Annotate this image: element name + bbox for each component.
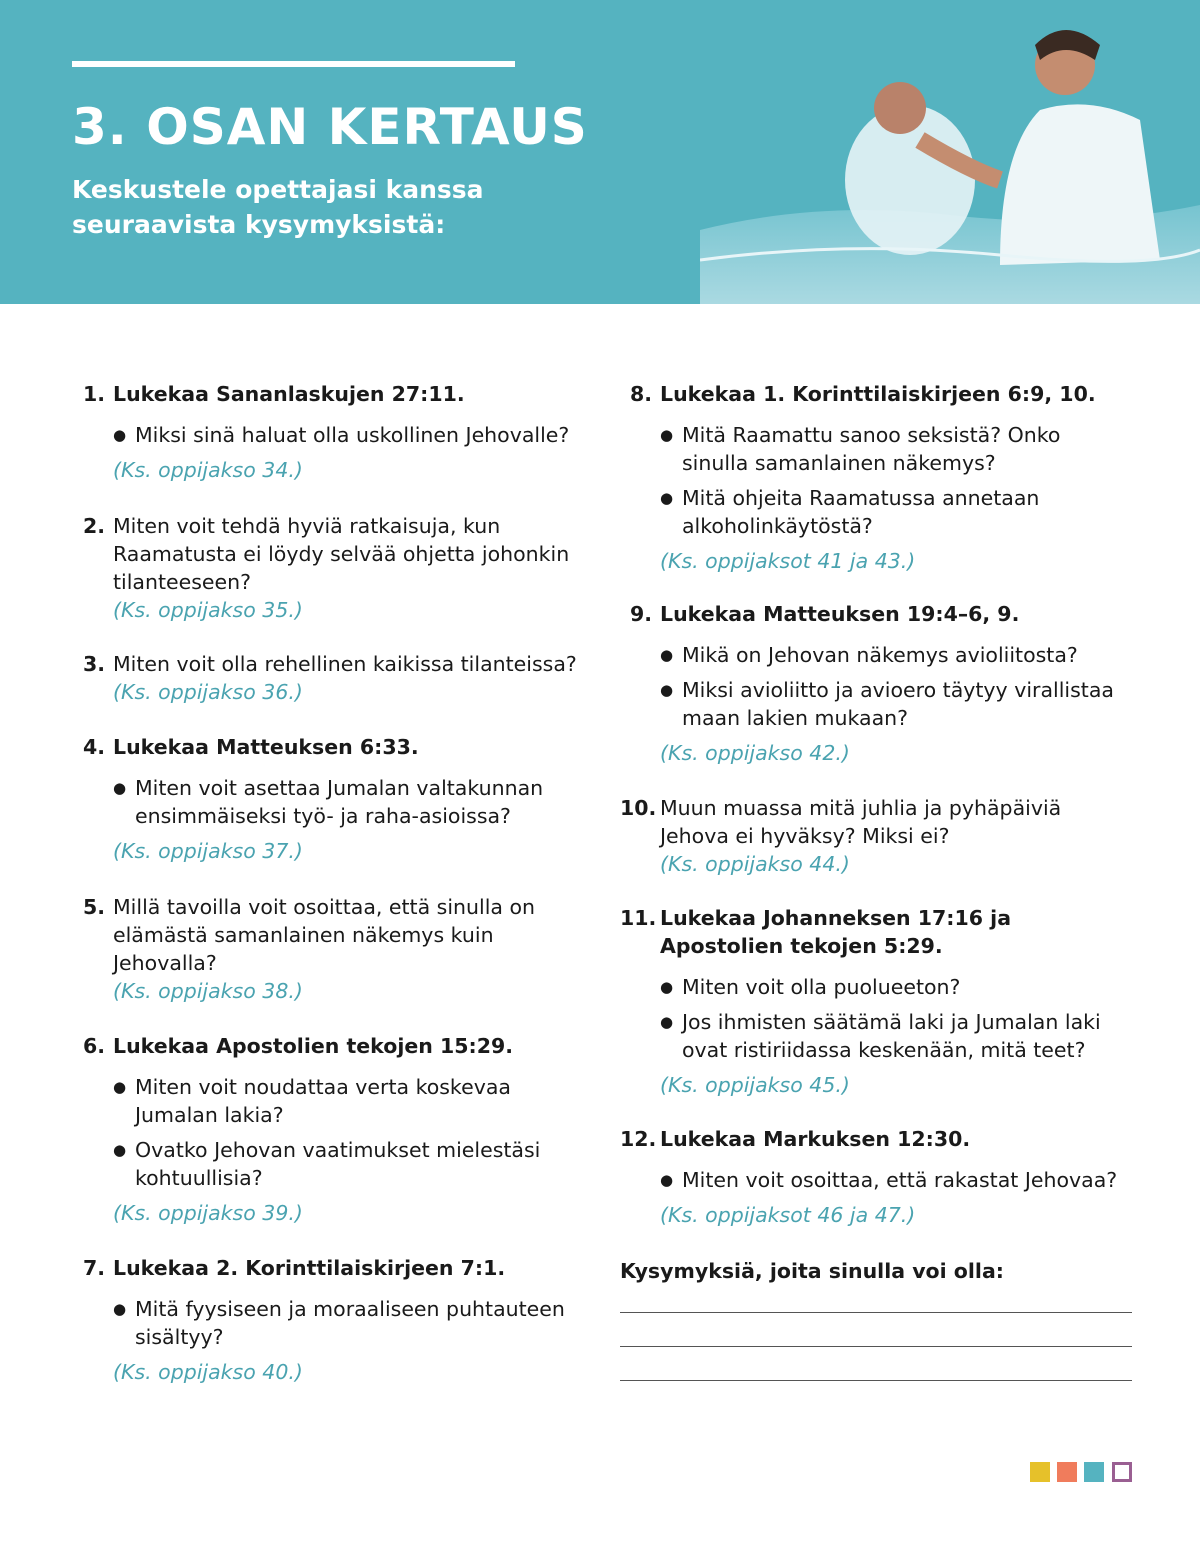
- lesson-reference[interactable]: (Ks. oppijakso 37.): [113, 839, 303, 863]
- bullet-list: Miksi sinä haluat olla uskollinen Jehova…: [113, 421, 583, 449]
- bullet-list: Miten voit noudattaa verta koskevaa Juma…: [113, 1073, 583, 1192]
- question-number: 1.: [83, 382, 106, 406]
- color-square-teal: [1084, 1462, 1104, 1482]
- bullet-question: Miten voit osoittaa, että rakastat Jehov…: [660, 1166, 1130, 1194]
- header-rule: [72, 61, 515, 67]
- question-text: Miten voit olla rehellinen kaikissa tila…: [113, 652, 577, 676]
- bullet-question: Mikä on Jehovan näkemys avioliitosta?: [660, 641, 1130, 669]
- question-text: Lukekaa Matteuksen 19:4–6, 9.: [660, 602, 1020, 626]
- question-item: 4. Lukekaa Matteuksen 6:33. Miten voit as…: [83, 733, 583, 865]
- question-text: Lukekaa Johanneksen 17:16 ja Apostolien …: [660, 906, 1012, 958]
- lesson-reference[interactable]: (Ks. oppijakso 36.): [113, 680, 303, 704]
- bullet-question: Jos ihmisten säätämä laki ja Jumalan lak…: [660, 1008, 1130, 1064]
- bullet-question: Ovatko Jehovan vaatimukset mielestäsi ko…: [113, 1136, 583, 1192]
- question-number: 7.: [83, 1256, 106, 1280]
- page-title: 3. OSAN KERTAUS: [72, 98, 588, 156]
- lesson-reference[interactable]: (Ks. oppijakso 40.): [113, 1360, 303, 1384]
- question-item: 1. Lukekaa Sananlaskujen 27:11. Miksi sin…: [83, 380, 583, 484]
- question-item: 3. Miten voit olla rehellinen kaikissa t…: [83, 650, 583, 706]
- question-item: 5. Millä tavoilla voit osoittaa, että si…: [83, 893, 583, 1005]
- lesson-reference[interactable]: (Ks. oppijakso 44.): [660, 852, 850, 876]
- bullet-question: Mitä fyysiseen ja moraaliseen puhtauteen…: [113, 1295, 583, 1351]
- question-number: 12.: [620, 1127, 657, 1151]
- question-item: 10. Muun muassa mitä juhlia ja pyhäpäivi…: [620, 794, 1130, 878]
- question-item: 6. Lukekaa Apostolien tekojen 15:29. Mite…: [83, 1032, 583, 1227]
- lesson-reference[interactable]: (Ks. oppijaksot 41 ja 43.): [660, 549, 916, 573]
- color-square-yellow: [1030, 1462, 1050, 1482]
- notes-line[interactable]: [620, 1346, 1132, 1347]
- question-number: 5.: [83, 895, 106, 919]
- lesson-reference[interactable]: (Ks. oppijakso 42.): [660, 741, 850, 765]
- question-number: 6.: [83, 1034, 106, 1058]
- bullet-question: Miten voit noudattaa verta koskevaa Juma…: [113, 1073, 583, 1129]
- bullet-question: Miten voit olla puolueeton?: [660, 973, 1130, 1001]
- question-number: 8.: [630, 382, 653, 406]
- question-text: Lukekaa Apostolien tekojen 15:29.: [113, 1034, 514, 1058]
- color-square-orange: [1057, 1462, 1077, 1482]
- question-text: Millä tavoilla voit osoittaa, että sinul…: [113, 895, 536, 975]
- notes-label: Kysymyksiä, joita sinulla voi olla:: [620, 1259, 1004, 1283]
- question-number: 2.: [83, 514, 106, 538]
- bullet-question: Miksi avioliitto ja avioero täytyy viral…: [660, 676, 1130, 732]
- question-item: 7. Lukekaa 2. Korinttilaiskirjeen 7:1. Mi…: [83, 1254, 583, 1386]
- question-text: Miten voit tehdä hyviä ratkaisuja, kun R…: [113, 514, 570, 594]
- header-banner: 3. OSAN KERTAUS Keskustele opettajasi ka…: [0, 0, 1200, 304]
- bullet-list: Mitä Raamattu sanoo seksistä? Onko sinul…: [660, 421, 1130, 540]
- question-number: 11.: [620, 906, 657, 930]
- lesson-reference[interactable]: (Ks. oppijaksot 46 ja 47.): [660, 1203, 916, 1227]
- bullet-list: Mikä on Jehovan näkemys avioliitosta? Mik…: [660, 641, 1130, 732]
- question-item: 2. Miten voit tehdä hyviä ratkaisuja, ku…: [83, 512, 583, 624]
- question-item: 11. Lukekaa Johanneksen 17:16 ja Apostol…: [620, 904, 1130, 1099]
- question-item: 12. Lukekaa Markuksen 12:30. Miten voit o…: [620, 1125, 1130, 1229]
- question-number: 9.: [630, 602, 653, 626]
- question-number: 4.: [83, 735, 106, 759]
- page-subtitle: Keskustele opettajasi kanssa seuraavista…: [72, 175, 484, 239]
- notes-line[interactable]: [620, 1312, 1132, 1313]
- question-item: 9. Lukekaa Matteuksen 19:4–6, 9. Mikä on …: [630, 600, 1130, 767]
- baptism-illustration: [700, 30, 1200, 304]
- bullet-list: Mitä fyysiseen ja moraaliseen puhtauteen…: [113, 1295, 583, 1351]
- question-number: 3.: [83, 652, 106, 676]
- notes-line[interactable]: [620, 1380, 1132, 1381]
- lesson-reference[interactable]: (Ks. oppijakso 35.): [113, 598, 303, 622]
- question-text: Muun muassa mitä juhlia ja pyhäpäiviä Je…: [660, 796, 1062, 848]
- question-text: Lukekaa Matteuksen 6:33.: [113, 735, 419, 759]
- question-text: Lukekaa Sananlaskujen 27:11.: [113, 382, 465, 406]
- bullet-question: Mitä Raamattu sanoo seksistä? Onko sinul…: [660, 421, 1130, 477]
- lesson-reference[interactable]: (Ks. oppijakso 38.): [113, 979, 303, 1003]
- bullet-list: Miten voit olla puolueeton? Jos ihmisten …: [660, 973, 1130, 1064]
- bullet-list: Miten voit osoittaa, että rakastat Jehov…: [660, 1166, 1130, 1194]
- bullet-question: Miten voit asettaa Jumalan valtakunnan e…: [113, 774, 583, 830]
- question-item: 8. Lukekaa 1. Korinttilaiskirjeen 6:9, 1…: [630, 380, 1130, 575]
- lesson-reference[interactable]: (Ks. oppijakso 45.): [660, 1073, 850, 1097]
- question-text: Lukekaa Markuksen 12:30.: [660, 1127, 971, 1151]
- bullet-question: Mitä ohjeita Raamatussa annetaan alkohol…: [660, 484, 1130, 540]
- lesson-reference[interactable]: (Ks. oppijakso 39.): [113, 1201, 303, 1225]
- question-text: Lukekaa 2. Korinttilaiskirjeen 7:1.: [113, 1256, 506, 1280]
- color-square-outline: [1112, 1462, 1132, 1482]
- bullet-question: Miksi sinä haluat olla uskollinen Jehova…: [113, 421, 583, 449]
- question-number: 10.: [620, 796, 657, 820]
- bullet-list: Miten voit asettaa Jumalan valtakunnan e…: [113, 774, 583, 830]
- lesson-reference[interactable]: (Ks. oppijakso 34.): [113, 458, 303, 482]
- question-text: Lukekaa 1. Korinttilaiskirjeen 6:9, 10.: [660, 382, 1096, 406]
